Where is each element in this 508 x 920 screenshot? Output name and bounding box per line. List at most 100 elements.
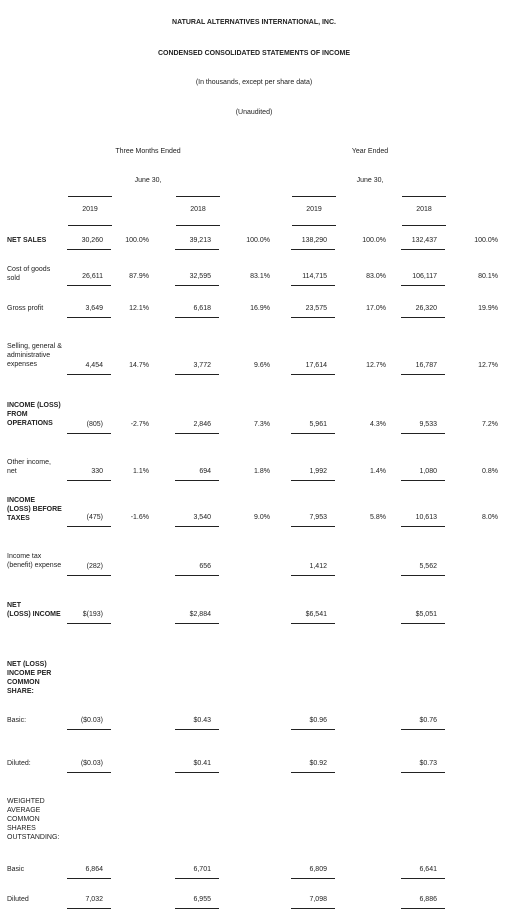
- year-header: 2019: [306, 206, 322, 213]
- percent: 80.1%: [478, 273, 498, 280]
- row-label: Diluted: [7, 896, 29, 903]
- percent: 100.0%: [474, 237, 498, 244]
- rule: [401, 729, 445, 730]
- percent: 0.8%: [482, 468, 498, 475]
- row-label: Other income,: [7, 459, 51, 466]
- rule: [401, 526, 445, 527]
- percent: 7.2%: [482, 421, 498, 428]
- rule: [291, 317, 335, 318]
- percent: 12.7%: [478, 362, 498, 369]
- rule: [175, 623, 219, 624]
- amount: 6,864: [85, 866, 103, 873]
- amount: 16,787: [415, 362, 437, 369]
- rule: [175, 433, 219, 434]
- row-label: (benefit) expense: [7, 562, 62, 569]
- rule: [175, 526, 219, 527]
- row-label: COMMON: [7, 816, 40, 823]
- percent: 87.9%: [129, 273, 149, 280]
- amount: $6,541: [305, 611, 327, 618]
- row-label: (LOSS) BEFORE: [7, 506, 62, 513]
- rule: [401, 623, 445, 624]
- row-label: WEIGHTED: [7, 798, 45, 805]
- row-label: expenses: [7, 361, 37, 368]
- company-name: NATURAL ALTERNATIVES INTERNATIONAL, INC.: [172, 19, 336, 26]
- amount: 5,562: [419, 563, 437, 570]
- amount: 17,614: [305, 362, 327, 369]
- row-label: SHARES: [7, 825, 36, 832]
- amount: $0.73: [419, 760, 437, 767]
- amount: 30,260: [81, 237, 103, 244]
- statement-title: CONDENSED CONSOLIDATED STATEMENTS OF INC…: [157, 50, 351, 57]
- percent: 5.8%: [370, 514, 386, 521]
- rule: [67, 480, 111, 481]
- rule: [175, 878, 219, 879]
- rule: [292, 225, 336, 226]
- amount: 26,611: [82, 273, 103, 280]
- percent: 100.0%: [125, 237, 149, 244]
- amount: 106,117: [412, 273, 437, 280]
- row-label: AVERAGE: [7, 807, 41, 814]
- rule: [175, 285, 219, 286]
- amount: 5,961: [309, 421, 327, 428]
- amount: $0.92: [309, 760, 327, 767]
- rule: [175, 249, 219, 250]
- amount: 3,649: [85, 305, 103, 312]
- percent: 14.7%: [129, 362, 149, 369]
- rule: [291, 729, 335, 730]
- amount: 32,595: [189, 273, 211, 280]
- amount: $2,884: [189, 611, 211, 618]
- percent: 9.6%: [254, 362, 270, 369]
- amount: 3,540: [193, 514, 211, 521]
- amount: 4,454: [85, 362, 103, 369]
- rule: [291, 433, 335, 434]
- row-label: OUTSTANDING:: [7, 834, 60, 841]
- amount: $0.43: [193, 717, 211, 724]
- percent: 100.0%: [246, 237, 270, 244]
- rule: [67, 575, 111, 576]
- rule: [291, 480, 335, 481]
- amount: $5,051: [415, 611, 437, 618]
- amount: 132,437: [411, 237, 437, 244]
- amount: 1,080: [419, 468, 437, 475]
- percent: 9.0%: [254, 514, 270, 521]
- amount: $0.96: [309, 717, 327, 724]
- row-label: Basic: [7, 866, 25, 873]
- rule: [401, 480, 445, 481]
- row-label: FROM: [7, 411, 28, 418]
- amount: 6,701: [193, 866, 211, 873]
- rule: [175, 480, 219, 481]
- amount: 6,641: [419, 866, 437, 873]
- row-label: NET SALES: [7, 237, 47, 244]
- row-label: Selling, general &: [7, 343, 62, 350]
- period-label: Three Months Ended: [115, 148, 181, 155]
- amount: 10,613: [415, 514, 437, 521]
- rule: [292, 196, 336, 197]
- rule: [291, 772, 335, 773]
- percent: 8.0%: [482, 514, 498, 521]
- rule: [175, 575, 219, 576]
- rule: [291, 374, 335, 375]
- rule: [68, 225, 112, 226]
- percent: 19.9%: [478, 305, 498, 312]
- row-label: INCOME (LOSS): [7, 402, 61, 409]
- year-header: 2018: [190, 206, 206, 213]
- amount: ($0.03): [80, 760, 103, 767]
- row-label: net: [7, 468, 17, 475]
- rule: [291, 623, 335, 624]
- rule: [291, 285, 335, 286]
- amount: (282): [86, 563, 103, 570]
- rule: [402, 196, 446, 197]
- amount: $0.76: [419, 717, 437, 724]
- rule: [176, 196, 220, 197]
- rule: [291, 526, 335, 527]
- amount: 330: [91, 468, 103, 475]
- amount: (805): [86, 421, 103, 428]
- row-label: Income tax: [7, 553, 42, 560]
- amount: (475): [86, 514, 103, 521]
- rule: [67, 878, 111, 879]
- year-header: 2018: [416, 206, 432, 213]
- amount: 6,955: [193, 896, 211, 903]
- row-label: sold: [7, 275, 20, 282]
- amount: 3,772: [193, 362, 211, 369]
